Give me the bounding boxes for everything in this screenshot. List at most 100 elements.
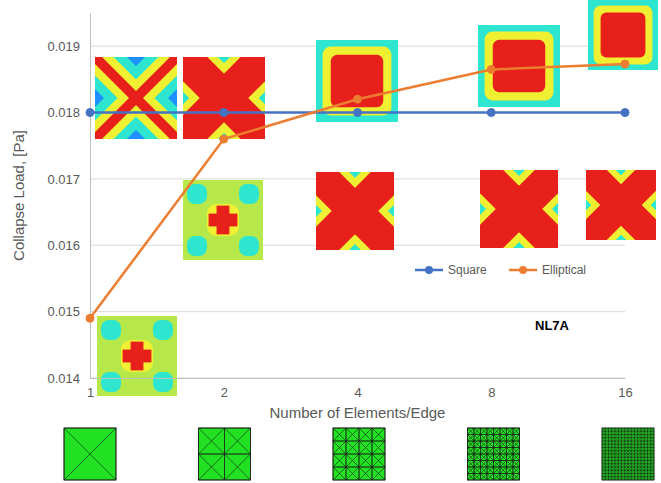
mesh-edge [631,438,634,441]
mesh-edge [635,474,638,477]
mesh-edge [468,461,475,468]
mesh-edge [648,464,651,467]
mesh-image [64,428,116,480]
y-axis-title: Collapse Load, [Pa] [10,130,27,261]
mesh-edge [481,467,488,474]
mesh-edge [225,428,251,454]
mesh-edge [487,435,494,442]
mesh-edge [615,457,618,460]
contour-band [97,316,177,396]
mesh-edge [618,457,621,460]
mesh-edge [638,454,641,457]
mesh-edge [635,470,638,473]
mesh-edge [644,444,647,447]
mesh-edge [638,431,641,434]
mesh-edge [622,435,625,438]
mesh-edge [635,431,638,434]
mesh-edge [481,435,488,442]
contour-band [316,172,394,250]
mesh-edge [500,428,507,435]
mesh-edge [609,438,612,441]
mesh-edge [500,467,507,474]
mesh-edge [638,444,641,447]
mesh-edge [372,441,385,454]
mesh-edge [618,454,621,457]
mesh-edge [618,470,621,473]
mesh-edge [602,448,605,451]
mesh-edge [507,435,514,442]
mesh-edge [507,428,514,435]
mesh-edge [612,438,615,441]
mesh-edge [651,470,654,473]
mesh-edge [468,474,475,481]
mesh-edge [609,457,612,460]
mesh-edge [631,464,634,467]
mesh-edge [631,444,634,447]
mesh-edge [474,448,481,455]
mesh-edge [605,457,608,460]
mesh-edge [605,441,608,444]
mesh-edge [468,448,475,455]
mesh-edge [631,451,634,454]
contour-band [95,57,177,139]
mesh-edge [615,474,618,477]
mesh-edge [500,441,507,448]
mesh-edge [609,477,612,480]
mesh-edge [644,451,647,454]
mesh-edge [602,451,605,454]
mesh-edge [651,457,654,460]
mesh-edge [481,441,488,448]
mesh-edge [651,428,654,431]
mesh-edge [628,474,631,477]
mesh-edge [622,470,625,473]
mesh-edge [618,435,621,438]
mesh-edge [513,435,520,442]
mesh-edge [612,454,615,457]
mesh-edge [644,454,647,457]
mesh-edge [487,454,494,461]
mesh-edge [622,457,625,460]
contour-band [323,47,392,116]
contour-band [586,170,656,240]
contour-band [121,340,153,372]
mesh-edge [648,454,651,457]
mesh-edge [612,444,615,447]
mesh-edge [628,451,631,454]
contour-band [493,40,545,92]
contour-band [316,172,394,250]
contour-band [183,180,263,260]
mesh-edge [618,464,621,467]
mesh-edge [474,467,481,474]
mesh-edge [615,438,618,441]
mesh-edge [507,467,514,474]
mesh-edge [625,428,628,431]
mesh-edge [638,441,641,444]
mesh-edge [609,428,612,431]
mesh-edge [609,431,612,434]
mesh-edge [359,441,372,454]
mesh-edge [615,470,618,473]
contour-band [480,170,558,248]
mesh-edge [605,461,608,464]
mesh-edge [618,438,621,441]
x-tick-label: 16 [618,385,632,400]
contour-band [588,0,658,70]
y-tick-label: 0.014 [47,371,80,386]
mesh-edge [641,444,644,447]
mesh-edge [618,461,621,464]
mesh-edge [635,477,638,480]
mesh-edge [602,477,605,480]
mesh-edge [625,431,628,434]
mesh-edge [635,451,638,454]
mesh-edge [612,464,615,467]
mesh-edge [602,438,605,441]
mesh-edge [500,461,507,468]
mesh-edge [615,428,618,431]
mesh-edge [615,451,618,454]
contour-band [485,32,554,101]
mesh-edge [625,444,628,447]
x-axis: 124816 [87,378,633,400]
contour-image [480,170,558,248]
mesh-edge [481,454,488,461]
mesh-edge [638,467,641,470]
